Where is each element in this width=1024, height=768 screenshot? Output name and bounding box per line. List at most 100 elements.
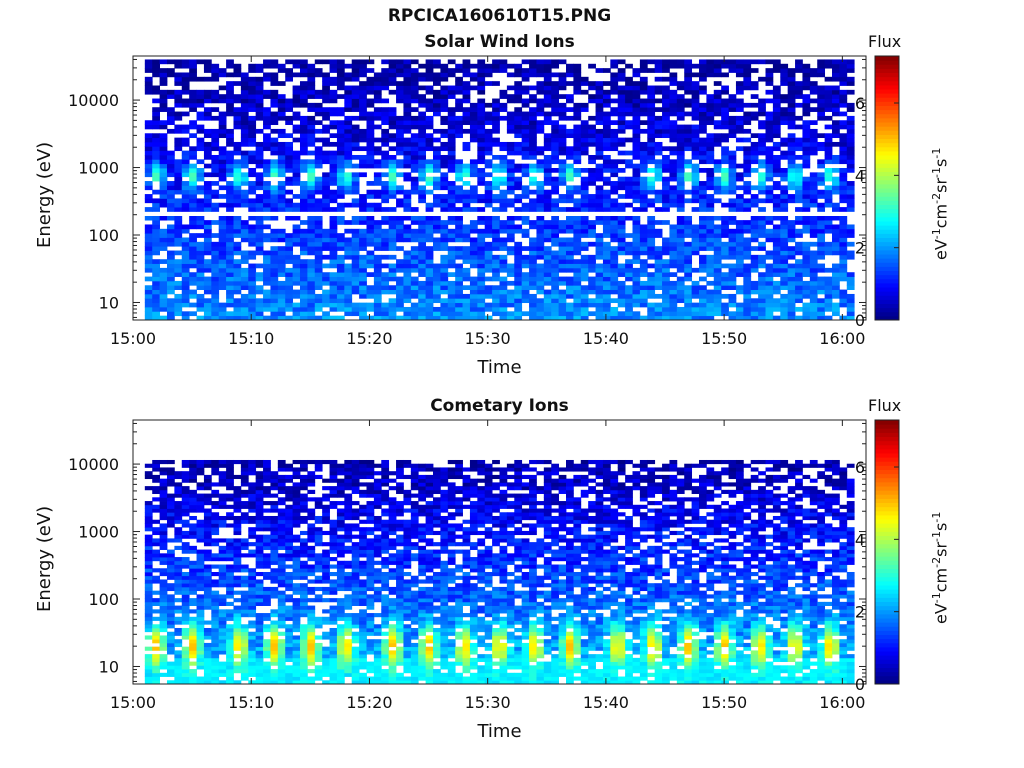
- spectrogram-cell: [174, 98, 183, 104]
- spectrogram-cell: [602, 68, 611, 73]
- spectrogram-cell: [492, 220, 500, 225]
- spectrogram-cell: [218, 94, 227, 99]
- spectrogram-cell: [174, 172, 183, 178]
- spectrogram-cell: [233, 72, 242, 78]
- spectrogram-cell: [580, 181, 589, 186]
- spectrogram-cell: [787, 150, 796, 156]
- spectrogram-cell: [721, 272, 729, 277]
- spectrogram-cell: [292, 85, 301, 91]
- spectrogram-cell: [351, 276, 360, 282]
- spectrogram-cell: [713, 233, 722, 238]
- spectrogram-cell: [839, 168, 848, 173]
- spectrogram-cell: [144, 534, 153, 539]
- spectrogram-cell: [447, 285, 456, 290]
- spectrogram-cell: [396, 267, 404, 273]
- spectrogram-cell: [203, 68, 212, 73]
- spectrogram-cell: [817, 194, 826, 199]
- spectrogram-cell: [713, 259, 722, 264]
- spectrogram-cell: [743, 76, 752, 82]
- spectrogram-cell: [359, 215, 367, 221]
- spectrogram-cell: [713, 102, 722, 108]
- spectrogram-cell: [373, 246, 382, 251]
- spectrogram-cell: [292, 215, 301, 221]
- spectrogram-cell: [433, 289, 441, 295]
- spectrogram-cell: [410, 254, 419, 260]
- spectrogram-cell: [817, 220, 826, 225]
- spectrogram-cell: [373, 280, 382, 286]
- spectrogram-cell: [181, 672, 190, 677]
- spectrogram-cell: [181, 478, 190, 483]
- spectrogram-cell: [566, 254, 574, 260]
- spectrogram-cell: [514, 89, 523, 95]
- spectrogram-cell: [632, 198, 641, 204]
- spectrogram-cell: [329, 181, 338, 186]
- spectrogram-cell: [255, 228, 264, 234]
- spectrogram-cell: [647, 220, 656, 225]
- spectrogram-cell: [152, 315, 160, 321]
- spectrogram-cell: [440, 94, 449, 99]
- spectrogram-cell: [440, 163, 449, 169]
- spectrogram-cell: [654, 306, 663, 312]
- spectrogram-cell: [595, 293, 604, 299]
- spectrogram-cell: [196, 111, 205, 117]
- spectrogram-cell: [477, 85, 486, 91]
- spectrogram-cell: [189, 76, 197, 82]
- spectrogram-cell: [662, 63, 670, 69]
- spectrogram-cell: [787, 306, 796, 312]
- spectrogram-cell: [233, 215, 242, 221]
- spectrogram-cell: [203, 185, 212, 191]
- spectrogram-cell: [713, 124, 722, 130]
- spectrogram-cell: [765, 289, 774, 295]
- spectrogram-cell: [373, 85, 382, 91]
- spectrogram-cell: [669, 176, 678, 182]
- spectrogram-cell: [706, 289, 715, 295]
- spectrogram-cell: [336, 76, 345, 82]
- spectrogram-cell: [152, 220, 160, 225]
- spectrogram-cell: [203, 672, 212, 677]
- spectrogram-cell: [159, 302, 168, 308]
- spectrogram-cell: [846, 115, 855, 121]
- spectrogram-cell: [602, 133, 611, 139]
- spectrogram-cell: [506, 246, 515, 251]
- spectrogram-cell: [373, 311, 382, 317]
- spectrogram-cell: [226, 289, 234, 295]
- spectrogram-cell: [299, 124, 308, 130]
- spectrogram-cell: [772, 241, 781, 247]
- spectrogram-cell: [588, 220, 596, 225]
- spectrogram-cell: [166, 501, 175, 506]
- spectrogram-cell: [203, 263, 212, 269]
- spectrogram-cell: [174, 185, 183, 191]
- spectrogram-cell: [588, 289, 596, 295]
- spectrogram-cell: [299, 276, 308, 282]
- spectrogram-cell: [647, 98, 656, 104]
- spectrogram-cell: [647, 289, 656, 295]
- spectrogram-cell: [336, 237, 345, 243]
- spectrogram-cell: [817, 72, 826, 78]
- spectrogram-cell: [159, 141, 168, 147]
- spectrogram-cell: [706, 176, 715, 182]
- spectrogram-cell: [521, 233, 530, 238]
- spectrogram-cell: [839, 207, 848, 212]
- spectrogram-cell: [832, 168, 840, 173]
- spectrogram-cell: [795, 189, 803, 195]
- spectrogram-cell: [447, 254, 456, 260]
- spectrogram-cell: [307, 176, 316, 182]
- spectrogram-cell: [388, 59, 397, 65]
- spectrogram-cell: [750, 159, 759, 165]
- spectrogram-cell: [226, 194, 234, 199]
- spectrogram-cell: [218, 202, 227, 208]
- spectrogram-cell: [418, 194, 427, 199]
- spectrogram-cell: [713, 302, 722, 308]
- spectrogram-cell: [455, 85, 463, 91]
- spectrogram-cell: [676, 94, 685, 99]
- spectrogram-cell: [721, 115, 729, 121]
- spectrogram-cell: [780, 267, 789, 273]
- spectrogram-cell: [824, 176, 833, 182]
- spectrogram-cell: [802, 207, 811, 212]
- spectrogram-cell: [573, 289, 582, 295]
- spectrogram-cell: [484, 111, 493, 117]
- spectrogram-cell: [772, 250, 781, 256]
- spectrogram-cell: [691, 72, 700, 78]
- spectrogram-cell: [506, 228, 515, 234]
- spectrogram-cell: [691, 289, 700, 295]
